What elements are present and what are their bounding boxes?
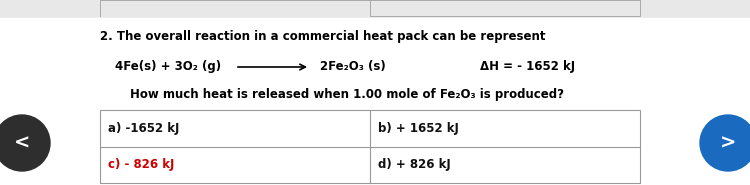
Bar <box>0 0 750 18</box>
Circle shape <box>700 115 750 171</box>
Bar <box>100 110 640 183</box>
Text: >: > <box>720 134 736 152</box>
Text: a) -1652 kJ: a) -1652 kJ <box>108 122 179 135</box>
Text: 2. The overall reaction in a commercial heat pack can be represent: 2. The overall reaction in a commercial … <box>100 30 545 43</box>
Text: b) + 1652 kJ: b) + 1652 kJ <box>378 122 459 135</box>
Text: c) - 826 kJ: c) - 826 kJ <box>108 158 174 171</box>
Text: d) + 826 kJ: d) + 826 kJ <box>378 158 451 171</box>
Text: <: < <box>13 134 30 152</box>
Text: ΔH = - 1652 kJ: ΔH = - 1652 kJ <box>480 60 575 73</box>
Text: 2Fe₂O₃ (s): 2Fe₂O₃ (s) <box>320 60 386 73</box>
Circle shape <box>0 115 50 171</box>
Text: How much heat is released when 1.00 mole of Fe₂O₃ is produced?: How much heat is released when 1.00 mole… <box>130 88 564 101</box>
Text: 4Fe(s) + 3O₂ (g): 4Fe(s) + 3O₂ (g) <box>115 60 221 73</box>
